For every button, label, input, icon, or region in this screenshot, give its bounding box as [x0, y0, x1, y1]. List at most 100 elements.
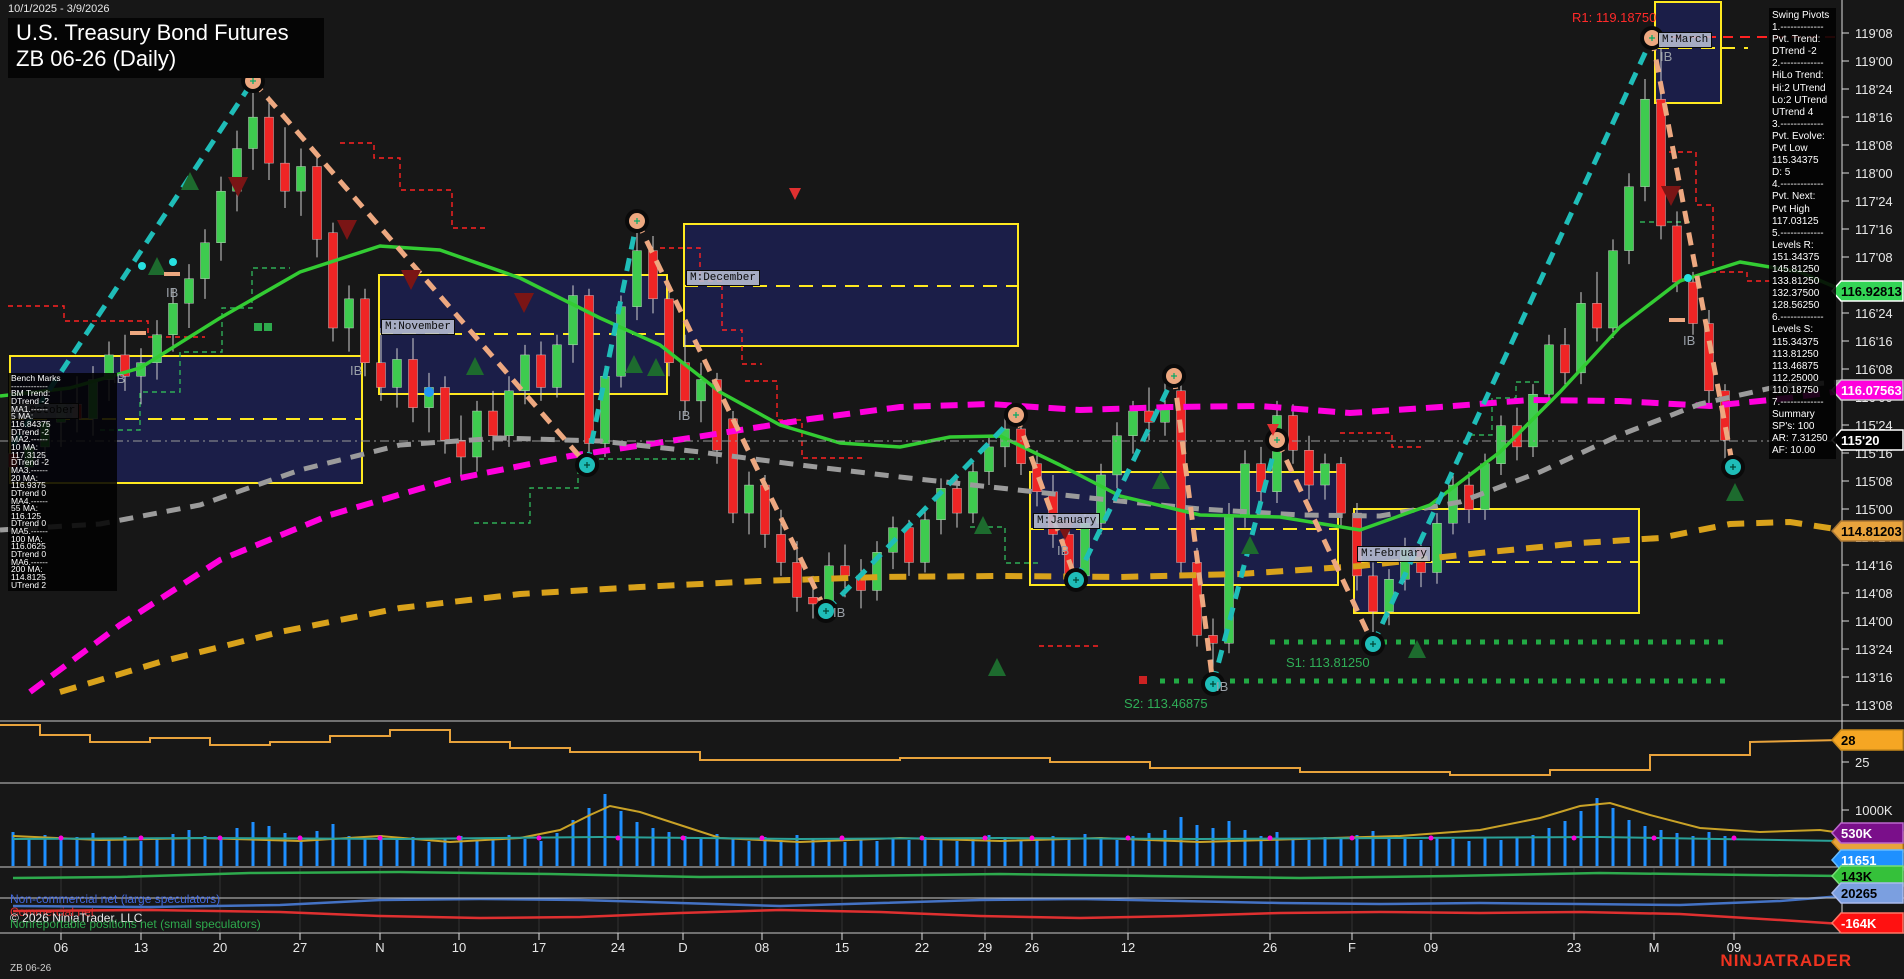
date-tick-label: 17	[532, 940, 546, 955]
ninjatrader-logo: NINJATRADER	[1720, 951, 1852, 970]
price-tick-label: 118'08	[1855, 138, 1893, 153]
upswing-line	[1210, 439, 1280, 685]
date-tick-label: 09	[1727, 940, 1741, 955]
price-tag-label: 530K	[1841, 826, 1873, 841]
magenta-dot	[1267, 835, 1273, 841]
buy-triangle	[974, 516, 992, 534]
month-box-label[interactable]: M:December	[686, 270, 761, 286]
r1-label: R1: 119.18750	[1572, 10, 1656, 25]
magenta-dot	[456, 835, 462, 841]
magenta-dot	[1651, 835, 1657, 841]
ib-label: IB	[1216, 679, 1228, 694]
stop-step-line	[660, 247, 762, 365]
date-tick-label: 10	[452, 940, 466, 955]
price-tag-label: 115'20	[1841, 433, 1880, 448]
buy-triangle	[647, 358, 665, 376]
price-tick-label: 114'00	[1855, 614, 1893, 629]
price-tick-label: 116'08	[1855, 362, 1893, 377]
magenta-dot	[1731, 835, 1737, 841]
month-box-label[interactable]: M:January	[1033, 513, 1101, 529]
volume-bars	[11, 794, 1727, 866]
cyan-dot	[169, 258, 177, 266]
ib-label: IB	[1660, 49, 1672, 64]
target-step-line	[100, 267, 290, 431]
date-range: 10/1/2025 - 3/9/2026	[8, 3, 110, 15]
price-tick-label: 113'08	[1855, 698, 1893, 713]
stop-step-line	[1660, 151, 1772, 282]
date-tick-label: 09	[1424, 940, 1438, 955]
sell-triangle	[401, 270, 421, 290]
price-tag-label: 116.92813	[1841, 284, 1902, 299]
ma-100-line	[28, 388, 1843, 695]
instrument-title: U.S. Treasury Bond Futures	[16, 20, 289, 45]
symbol-footer-label: ZB 06-26	[10, 963, 52, 974]
price-tag	[1830, 882, 1904, 904]
price-tick-label: 118'00	[1855, 166, 1893, 181]
price-tag-label: 114.81203	[1841, 524, 1902, 539]
sell-triangle	[514, 293, 534, 313]
price-tick-label: 114'16	[1855, 558, 1893, 573]
magenta-dot	[982, 835, 988, 841]
magenta-dot	[1428, 835, 1434, 841]
sell-triangle	[789, 188, 801, 200]
blue-dot	[424, 387, 434, 397]
buy-triangle	[1152, 471, 1170, 489]
magenta-dot	[138, 835, 144, 841]
price-tag	[1830, 280, 1904, 302]
price-tag	[1830, 429, 1904, 451]
green-square-marker	[264, 323, 272, 331]
s1-label: S1: 113.81250	[1286, 655, 1370, 670]
s2-label: S2: 113.46875	[1124, 696, 1208, 711]
contract-title: ZB 06-26 (Daily)	[16, 46, 177, 71]
downswing-line	[1274, 438, 1376, 646]
magenta-dot	[680, 835, 686, 841]
magenta-dot	[536, 835, 542, 841]
magenta-dot	[297, 835, 303, 841]
price-tick-label: 115'08	[1855, 474, 1893, 489]
lower-tick-label: 25	[1855, 755, 1869, 770]
bench-marks-panel: Bench Marks ------------- BM Trend: DTre…	[8, 373, 117, 592]
magenta-dot	[217, 835, 223, 841]
date-tick-label: D	[678, 940, 687, 955]
buy-triangle	[988, 658, 1006, 676]
price-tick-label: 118'24	[1855, 82, 1893, 97]
buy-triangle	[466, 357, 484, 375]
price-tick-label: 117'16	[1855, 222, 1893, 237]
magenta-dot	[759, 835, 765, 841]
noncommercial-net-line	[12, 894, 1843, 909]
price-tick-label: 114'08	[1855, 586, 1893, 601]
price-tag-label: 116.07563	[1841, 383, 1902, 398]
magenta-dot	[1029, 835, 1035, 841]
date-tick-label: F	[1348, 940, 1356, 955]
ib-label: IB	[678, 408, 690, 423]
buy-triangle	[1408, 640, 1426, 658]
legend-commercial: Commercial net	[10, 905, 95, 919]
price-tick-label: 117'24	[1855, 194, 1893, 209]
stop-step-line	[340, 142, 486, 229]
price-tag-label: -164K	[1841, 916, 1877, 931]
date-tick-label: 15	[835, 940, 849, 955]
commercial-net-line	[12, 908, 1843, 926]
ib-label: IB	[833, 605, 845, 620]
price-tag-label: 143K	[1841, 869, 1873, 884]
upswing-line	[824, 413, 1018, 613]
price-tick-label: 113'24	[1855, 642, 1893, 657]
ma-55-line	[0, 379, 1843, 533]
magenta-dot	[839, 835, 845, 841]
price-tag	[1830, 729, 1904, 751]
ib-label: IB	[1683, 333, 1695, 348]
cyan-dot	[138, 262, 146, 270]
sell-triangle	[337, 220, 357, 240]
ib-label: IB	[1057, 543, 1069, 558]
buy-triangle	[625, 355, 643, 373]
month-box-label[interactable]: M:March	[1658, 32, 1713, 48]
cyan-dot	[1684, 274, 1692, 282]
upswing-line	[584, 220, 640, 466]
month-box-label[interactable]: M:February	[1357, 546, 1432, 562]
month-range-box[interactable]	[1654, 1, 1722, 104]
sell-triangle	[1267, 424, 1279, 436]
month-box-label[interactable]: M:November	[381, 319, 456, 335]
legend-nonreportable: Nonreportable positions net (small specu…	[10, 917, 261, 931]
upswing-line	[1073, 374, 1177, 582]
